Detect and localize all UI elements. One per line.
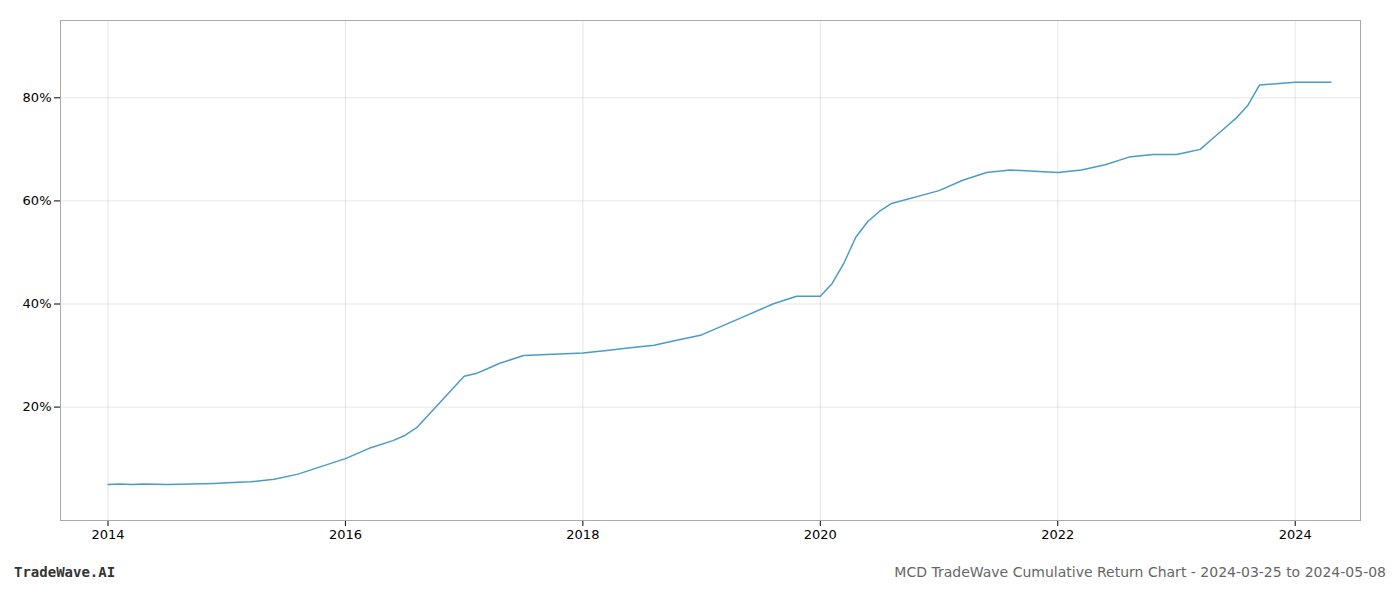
- svg-text:20%: 20%: [23, 399, 52, 414]
- svg-text:80%: 80%: [23, 90, 52, 105]
- svg-text:2022: 2022: [1041, 527, 1074, 542]
- svg-text:2020: 2020: [804, 527, 837, 542]
- svg-text:2024: 2024: [1279, 527, 1312, 542]
- svg-text:2014: 2014: [91, 527, 124, 542]
- svg-text:2018: 2018: [566, 527, 599, 542]
- svg-text:60%: 60%: [23, 193, 52, 208]
- svg-text:40%: 40%: [23, 296, 52, 311]
- svg-text:2016: 2016: [329, 527, 362, 542]
- html-text:MCD TradeWave Cumulative Retur: MCD TradeWave Cumulative Return Chart - …: [894, 564, 1386, 580]
- html-text:TradeWave.AI: TradeWave.AI: [14, 564, 116, 580]
